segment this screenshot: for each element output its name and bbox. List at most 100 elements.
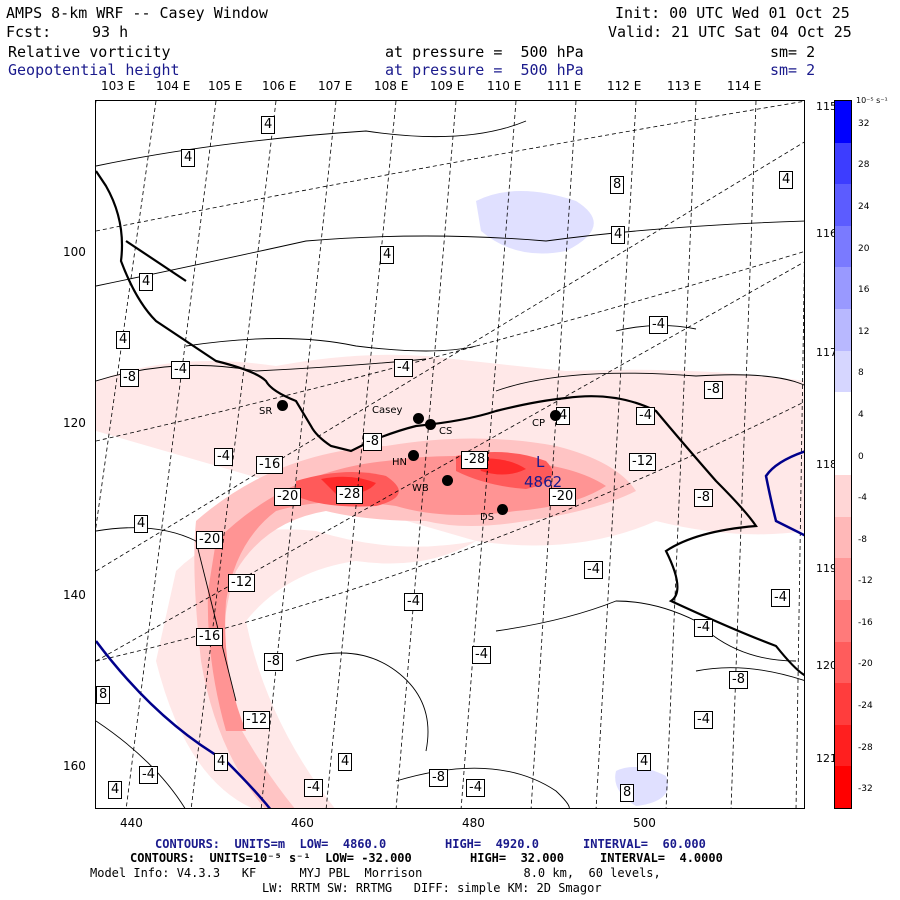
x-axis-label: 460 bbox=[291, 816, 314, 830]
field2-level: at pressure = 500 hPa bbox=[385, 61, 584, 79]
contour-label: -12 bbox=[228, 574, 256, 592]
init-time: Init: 00 UTC Wed 01 Oct 25 bbox=[615, 4, 850, 22]
contour-label: 4 bbox=[139, 273, 154, 291]
x-axis-label: 500 bbox=[633, 816, 656, 830]
contour-label: -8 bbox=[363, 433, 382, 451]
coastline bbox=[125, 240, 187, 282]
contour-label: 4 bbox=[214, 753, 229, 771]
contour-label: -12 bbox=[629, 453, 657, 471]
contour-label: -4 bbox=[466, 779, 485, 797]
footer-height-contours: CONTOURS: UNITS=m LOW= 4860.0 bbox=[155, 837, 387, 851]
contour-label: -4 bbox=[649, 316, 668, 334]
contour-label: -20 bbox=[196, 531, 224, 549]
contour-label: -4 bbox=[304, 779, 323, 797]
contour-label: -28 bbox=[336, 486, 364, 504]
contour-label: 8 bbox=[620, 784, 635, 802]
colorbar-tick-label: 0 bbox=[858, 451, 864, 462]
geopotential-contour bbox=[764, 450, 804, 537]
station-label-sr: SR bbox=[259, 406, 273, 417]
station-label-cs: CS bbox=[439, 426, 453, 437]
field2-name: Geopotential height bbox=[8, 61, 180, 79]
contour-label: -4 bbox=[771, 589, 790, 607]
latitude-lines bbox=[96, 101, 804, 662]
contour-label: -4 bbox=[171, 361, 190, 379]
colorbar-segment bbox=[835, 558, 851, 601]
contour-label: -8 bbox=[264, 653, 283, 671]
y-axis-label: 100 bbox=[63, 245, 86, 259]
colorbar-tick-label: 12 bbox=[858, 326, 870, 337]
lon-label: 104 E bbox=[156, 79, 191, 93]
footer-model-info: Model Info: V4.3.3 KF MYJ PBL Morrison 8… bbox=[90, 866, 661, 880]
colorbar-tick-label: 32 bbox=[858, 118, 870, 129]
station-label-wb: WB bbox=[412, 483, 429, 494]
lon-label: 111 E bbox=[547, 79, 582, 93]
colorbar-segment bbox=[835, 600, 851, 643]
station-marker bbox=[442, 475, 453, 486]
colorbar-tick-label: -24 bbox=[858, 701, 873, 712]
colorbar-segment bbox=[835, 433, 851, 476]
colorbar-segment bbox=[835, 766, 851, 809]
contour-label: 4 bbox=[338, 753, 353, 771]
station-label-casey: Casey bbox=[372, 405, 403, 416]
lon-label: 112 E bbox=[607, 79, 642, 93]
field2-smoothing: sm= 2 bbox=[770, 61, 816, 79]
contour-label: 4 bbox=[380, 246, 395, 264]
contour-label: 4 bbox=[779, 171, 794, 189]
contour-label: -16 bbox=[256, 456, 284, 474]
contour-label: -20 bbox=[274, 488, 302, 506]
colorbar-segment bbox=[835, 350, 851, 393]
colorbar-segment bbox=[835, 142, 851, 185]
map-title: AMPS 8-km WRF -- Casey Window bbox=[6, 4, 268, 22]
coastline bbox=[96, 170, 804, 677]
contour-label: 8 bbox=[96, 686, 111, 704]
lon-label: 103 E bbox=[101, 79, 136, 93]
footer-vort-interval: INTERVAL= 4.0000 bbox=[600, 851, 723, 865]
contour-label: 8 bbox=[610, 176, 625, 194]
y-axis-label: 160 bbox=[63, 759, 86, 773]
colorbar-units: 10⁻⁵ s⁻¹ bbox=[856, 96, 888, 105]
colorbar-segment bbox=[835, 225, 851, 268]
station-marker bbox=[277, 400, 288, 411]
x-axis-label: 440 bbox=[120, 816, 143, 830]
vorticity-contours bbox=[96, 120, 804, 808]
vorticity-map bbox=[96, 101, 804, 808]
footer-physics-info: LW: RRTM SW: RRTMG DIFF: simple KM: 2D S… bbox=[262, 881, 602, 895]
lon-label: 114 E bbox=[727, 79, 762, 93]
station-label-hn: HN bbox=[392, 457, 407, 468]
contour-label: 4 bbox=[611, 226, 626, 244]
contour-label: -12 bbox=[243, 711, 271, 729]
colorbar-tick-label: 20 bbox=[858, 243, 870, 254]
negative-vorticity-area bbox=[194, 438, 636, 808]
contour-label: 4 bbox=[108, 781, 123, 799]
colorbar-tick-label: -8 bbox=[858, 534, 867, 545]
colorbar-segment bbox=[835, 267, 851, 310]
contour-label: -8 bbox=[694, 489, 713, 507]
station-label-ds: DS bbox=[480, 512, 495, 523]
station-marker bbox=[413, 413, 424, 424]
lon-label: 108 E bbox=[374, 79, 409, 93]
forecast-hour: 93 h bbox=[92, 23, 129, 41]
colorbar-tick-label: 24 bbox=[858, 201, 870, 212]
low-pressure-value: 4862 bbox=[524, 473, 563, 491]
contour-label: -4 bbox=[694, 619, 713, 637]
contour-label: 4 bbox=[261, 116, 276, 134]
y-axis-label: 140 bbox=[63, 588, 86, 602]
colorbar-segment bbox=[835, 475, 851, 518]
contour-label: -4 bbox=[394, 359, 413, 377]
contour-label: 4 bbox=[181, 149, 196, 167]
contour-label: -20 bbox=[549, 488, 577, 506]
low-pressure-symbol: L bbox=[536, 453, 545, 471]
colorbar-segment bbox=[835, 683, 851, 726]
contour-label: -4 bbox=[472, 646, 491, 664]
lon-label: 106 E bbox=[262, 79, 297, 93]
colorbar-tick-label: -4 bbox=[858, 493, 867, 504]
station-marker bbox=[550, 410, 561, 421]
contour-label: -28 bbox=[461, 451, 489, 469]
contour-label: -16 bbox=[196, 628, 224, 646]
colorbar-tick-label: 4 bbox=[858, 409, 864, 420]
station-marker bbox=[497, 504, 508, 515]
colorbar-tick-label: -28 bbox=[858, 742, 873, 753]
positive-vorticity-area bbox=[476, 191, 594, 254]
footer-height-interval: INTERVAL= 60.000 bbox=[583, 837, 706, 851]
field1-level: at pressure = 500 hPa bbox=[385, 43, 584, 61]
